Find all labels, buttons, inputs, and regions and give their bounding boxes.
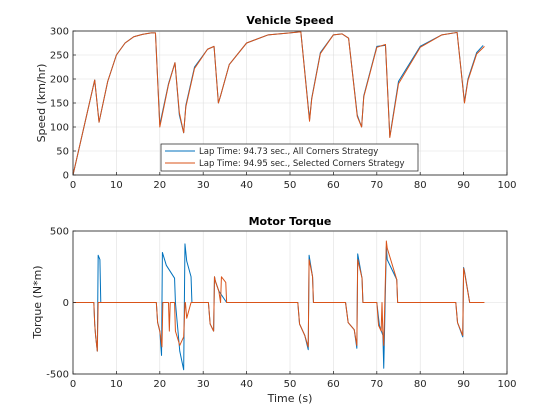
torque-y-tick-label: 500	[50, 227, 69, 238]
torque-xlabel: Time (s)	[267, 392, 313, 405]
speed-series-selected-corners	[72, 31, 485, 176]
torque-x-tick-label: 80	[414, 379, 427, 390]
torque-x-tick-label: 60	[327, 379, 340, 390]
torque-x-tick-label: 0	[70, 379, 76, 390]
legend-box	[160, 143, 419, 172]
speed-y-tick-label: 150	[50, 99, 69, 110]
speed-x-tick-label: 60	[327, 180, 340, 191]
torque-ylabel: Torque (N*m)	[31, 265, 44, 339]
speed-legend: Lap Time: 94.73 sec., All Corners Strate…	[160, 143, 419, 172]
speed-y-tick-label: 50	[56, 147, 69, 158]
speed-x-tick-label: 80	[414, 180, 427, 191]
torque-x-tick-label: 90	[457, 379, 470, 390]
torque-y-tick-label: -500	[46, 370, 69, 381]
speed-x-tick-label: 70	[370, 180, 383, 191]
legend-label-selected-corners: Lap Time: 94.95 sec., Selected Corners S…	[199, 159, 405, 169]
torque-series-lines	[73, 240, 485, 371]
torque-y-ticks: -500 0 500	[46, 227, 76, 381]
torque-x-tick-label: 70	[370, 379, 383, 390]
torque-series-selected-corners	[73, 240, 485, 352]
speed-y-tick-label: 250	[50, 51, 69, 62]
torque-x-tick-label: 100	[497, 379, 516, 390]
legend-label-all-corners: Lap Time: 94.73 sec., All Corners Strate…	[199, 147, 378, 157]
torque-x-tick-label: 50	[284, 379, 297, 390]
speed-x-ticks: 0 10 20 30 40 50 60 70 80 90 100	[70, 172, 517, 191]
speed-y-tick-label: 200	[50, 75, 69, 86]
speed-y-tick-label: 300	[50, 27, 69, 38]
speed-axes: 0 10 20 30 40 50 60 70 80 90 100 0 50 100 150 200 250 30…	[35, 14, 517, 191]
speed-y-ticks: 0 50 100 150 200 250 300	[50, 27, 76, 182]
speed-x-tick-label: 100	[497, 180, 516, 191]
speed-x-tick-label: 0	[70, 180, 76, 191]
speed-title: Vehicle Speed	[246, 14, 333, 27]
speed-x-tick-label: 40	[240, 180, 253, 191]
torque-x-tick-label: 20	[153, 379, 166, 390]
speed-x-tick-label: 90	[457, 180, 470, 191]
torque-x-tick-label: 10	[110, 379, 123, 390]
speed-series-lines	[72, 31, 485, 176]
speed-x-tick-label: 10	[110, 180, 123, 191]
speed-x-tick-label: 20	[153, 180, 166, 191]
torque-title: Motor Torque	[249, 215, 332, 228]
speed-x-tick-label: 30	[197, 180, 210, 191]
speed-y-tick-label: 100	[50, 123, 69, 134]
speed-y-tick-label: 0	[63, 171, 69, 182]
torque-x-ticks: 0 10 20 30 40 50 60 70 80 90 100	[70, 371, 517, 390]
torque-x-tick-label: 30	[197, 379, 210, 390]
speed-x-tick-label: 50	[284, 180, 297, 191]
torque-y-tick-label: 0	[63, 298, 69, 309]
torque-x-tick-label: 40	[240, 379, 253, 390]
speed-ylabel: Speed (km/hr)	[35, 64, 48, 143]
